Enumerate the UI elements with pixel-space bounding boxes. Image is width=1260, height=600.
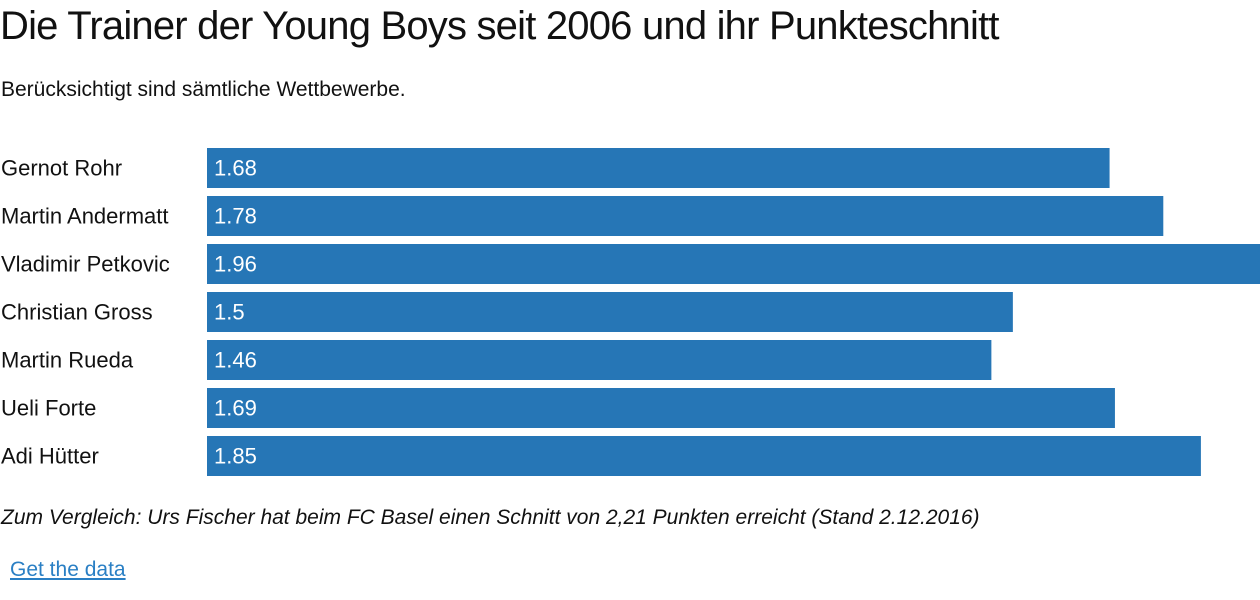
bar-value-label: 1.96	[214, 252, 257, 277]
bar-value-label: 1.46	[214, 348, 257, 373]
category-label: Ueli Forte	[1, 396, 96, 421]
category-label: Gernot Rohr	[1, 156, 122, 181]
bar	[207, 292, 1013, 332]
category-label: Adi Hütter	[1, 444, 99, 469]
bar-value-label: 1.68	[214, 156, 257, 181]
category-label: Martin Andermatt	[1, 204, 169, 229]
category-label: Martin Rueda	[1, 348, 134, 373]
bar	[207, 340, 992, 380]
bar-chart-svg: Gernot Rohr 1.68 Martin Andermatt 1.78 Vladi…	[1, 148, 1260, 476]
bar-value-label: 1.85	[214, 444, 257, 469]
bar-value-label: 1.5	[214, 300, 245, 325]
bar	[207, 244, 1260, 284]
bar	[207, 148, 1110, 188]
bar	[207, 436, 1201, 476]
chart-subtitle: Berücksichtigt sind sämtliche Wettbewerb…	[1, 78, 406, 101]
get-the-data-link[interactable]: Get the data	[10, 558, 126, 581]
bar-chart: Gernot Rohr 1.68 Martin Andermatt 1.78 Vladi…	[0, 140, 1260, 484]
bar-value-label: 1.69	[214, 396, 257, 421]
chart-title: Die Trainer der Young Boys seit 2006 und…	[0, 4, 1000, 48]
bar	[207, 388, 1115, 428]
bar-value-label: 1.78	[214, 204, 257, 229]
comparison-note: Zum Vergleich: Urs Fischer hat beim FC B…	[1, 506, 980, 529]
bar	[207, 196, 1164, 236]
category-label: Vladimir Petkovic	[1, 252, 170, 277]
category-label: Christian Gross	[1, 300, 153, 325]
